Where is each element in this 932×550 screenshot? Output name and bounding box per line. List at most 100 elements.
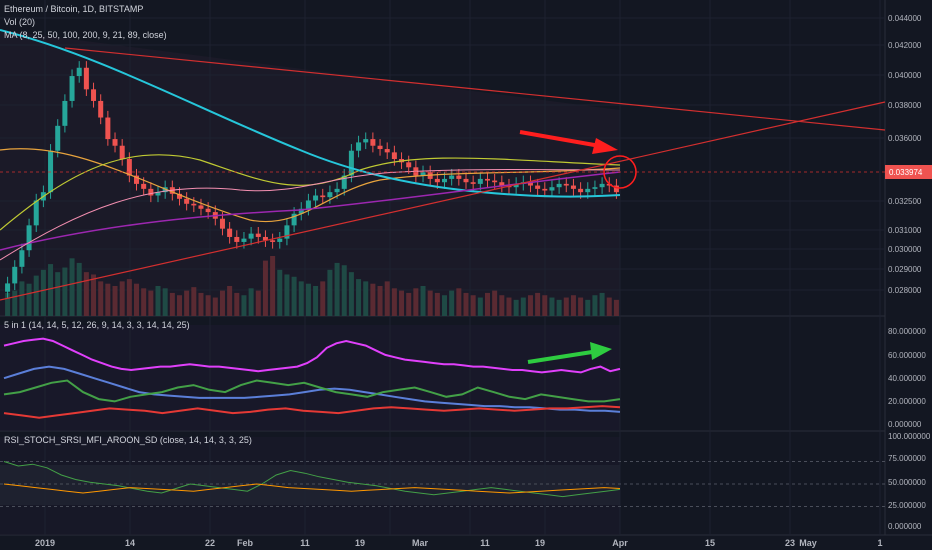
volume-bar <box>262 260 268 316</box>
candle-body <box>570 185 576 189</box>
candle-body <box>105 117 111 140</box>
candle-body <box>184 198 190 204</box>
price-axis[interactable] <box>885 0 932 550</box>
volume-bar <box>320 281 326 316</box>
candle-body <box>384 149 390 153</box>
candle-body <box>377 145 383 150</box>
candle-body <box>320 195 326 198</box>
candle-body <box>69 76 75 101</box>
volume-bar <box>112 286 118 316</box>
volume-bar <box>141 288 147 316</box>
candle-body <box>262 236 268 241</box>
ma-teal <box>0 29 621 198</box>
candle-body <box>62 100 68 126</box>
osc1-tick: 40.000000 <box>888 374 926 383</box>
osc1-series-line <box>3 337 621 374</box>
volume-bar <box>313 286 319 316</box>
volume-bar <box>442 295 448 316</box>
volume-bar <box>91 274 97 316</box>
volume-bar <box>48 264 54 316</box>
volume-bar <box>191 287 197 316</box>
volume-bar <box>69 258 75 316</box>
red-arrow-shaft <box>519 130 601 148</box>
candle-body <box>527 182 533 186</box>
volume-bar <box>105 283 111 316</box>
volume-bar <box>499 295 505 316</box>
candle-body <box>112 139 118 146</box>
volume-bar <box>212 297 218 316</box>
oscillator-rsi-lines <box>0 461 885 507</box>
volume-bar <box>148 290 154 316</box>
candle-body <box>420 172 426 176</box>
volume-bar <box>327 269 333 316</box>
candle-body <box>442 178 448 183</box>
price-tick: 0.031000 <box>888 226 922 235</box>
candle-body <box>492 180 498 183</box>
volume-bar <box>470 295 476 316</box>
triangle-shade <box>0 30 620 316</box>
candle-body <box>556 183 562 188</box>
volume-bar <box>162 288 168 316</box>
candle-body <box>134 175 140 184</box>
volume-bar <box>527 295 533 316</box>
candle-body <box>33 200 39 226</box>
time-tick: 1 <box>877 538 882 548</box>
time-tick: 11 <box>300 538 310 548</box>
osc2-series-line <box>3 461 621 498</box>
candle-body <box>463 178 469 183</box>
volume-bar <box>413 288 419 316</box>
time-tick: 2019 <box>35 538 55 548</box>
trendline-upper <box>64 47 886 131</box>
price-tick: 0.044000 <box>888 14 922 23</box>
volume-bar <box>5 292 11 316</box>
candle-body <box>499 182 505 186</box>
candle-body <box>141 183 147 189</box>
volume-bar <box>535 292 541 316</box>
candle-body <box>291 213 297 226</box>
time-tick: 19 <box>355 538 365 548</box>
osc1-tick: 0.000000 <box>888 420 922 429</box>
candle-body <box>76 67 82 77</box>
volume-bar <box>76 262 82 316</box>
gridlines <box>0 0 885 535</box>
volume-bar <box>606 297 612 316</box>
volume-bar <box>55 272 61 316</box>
volume-bar <box>12 290 18 316</box>
volume-bar <box>119 281 125 316</box>
volume-bar <box>363 281 369 316</box>
time-axis[interactable]: 2019 14 22 Feb 11 19 Mar 11 19 Apr 15 23 May 1 <box>35 538 883 548</box>
volume-bar <box>277 269 283 316</box>
volume-bar <box>305 283 311 316</box>
volume-bar <box>155 286 161 316</box>
osc1-series-line <box>3 365 621 413</box>
osc2-series-line <box>3 483 621 494</box>
candle-body <box>198 205 204 209</box>
volume-bar <box>578 297 584 316</box>
osc2-tick: 50.000000 <box>888 478 926 487</box>
candle-body <box>48 150 54 193</box>
volume-bar <box>298 281 304 316</box>
volume-bar <box>477 297 483 316</box>
time-tick: 19 <box>535 538 545 548</box>
volume-bar <box>169 292 175 316</box>
volume-bar <box>377 286 383 316</box>
volume-bar <box>492 290 498 316</box>
volume-bar <box>585 299 591 316</box>
candle-body <box>348 150 354 176</box>
price-tick: 0.028000 <box>888 286 922 295</box>
volume-bar <box>456 288 462 316</box>
volume-bar <box>270 256 276 316</box>
volume-bar <box>184 290 190 316</box>
ma-label: MA (8, 25, 50, 100, 200, 9, 21, 89, clos… <box>4 30 167 40</box>
candle-body <box>126 159 132 176</box>
volume-bar <box>563 297 569 316</box>
candle-body <box>26 225 32 251</box>
price-tick: 0.042000 <box>888 41 922 50</box>
volume-bar <box>26 283 32 316</box>
candle-body <box>234 236 240 242</box>
candle-body <box>148 188 154 196</box>
candle-body <box>535 185 541 189</box>
osc2-shade <box>0 437 620 535</box>
candle-body <box>205 208 211 213</box>
